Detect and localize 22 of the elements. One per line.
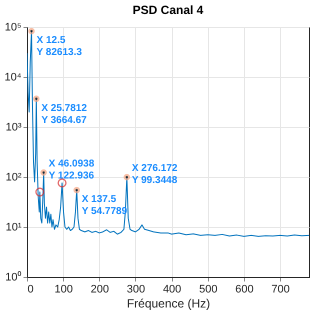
point bbox=[58, 178, 67, 188]
x-tick-label: 400 bbox=[162, 284, 182, 296]
point bbox=[35, 188, 44, 197]
x-axis-title: Fréquence (Hz) bbox=[126, 296, 210, 310]
x-tick-label: 300 bbox=[126, 284, 146, 296]
x-tick-label: 600 bbox=[235, 284, 254, 296]
annotation: X 25.7812 Y 3664.67 bbox=[41, 102, 88, 126]
x-tick-label: 700 bbox=[271, 284, 290, 296]
x-tick-label: 100 bbox=[54, 284, 73, 296]
annotation: X 12.5 Y 82613.3 bbox=[36, 35, 82, 58]
x-tick-label: 500 bbox=[199, 284, 218, 296]
y-tick-label: 10³ bbox=[6, 122, 22, 134]
y-tick-label: 10⁴ bbox=[4, 72, 22, 84]
y-tick-label: 10⁰ bbox=[5, 270, 22, 284]
annotation: X 46.0938 Y 122.936 bbox=[48, 158, 95, 182]
chart-title: PSD Canal 4 bbox=[132, 3, 204, 17]
x-tick-label: 200 bbox=[90, 284, 109, 296]
y-tick-label: 10² bbox=[6, 172, 22, 184]
x-tick-label: 0 bbox=[28, 284, 34, 296]
annotation: X 276.172 Y 99.3448 bbox=[132, 163, 178, 186]
y-tick-label: 10⁵ bbox=[4, 22, 22, 34]
y-tick-label: 10¹ bbox=[6, 222, 22, 234]
